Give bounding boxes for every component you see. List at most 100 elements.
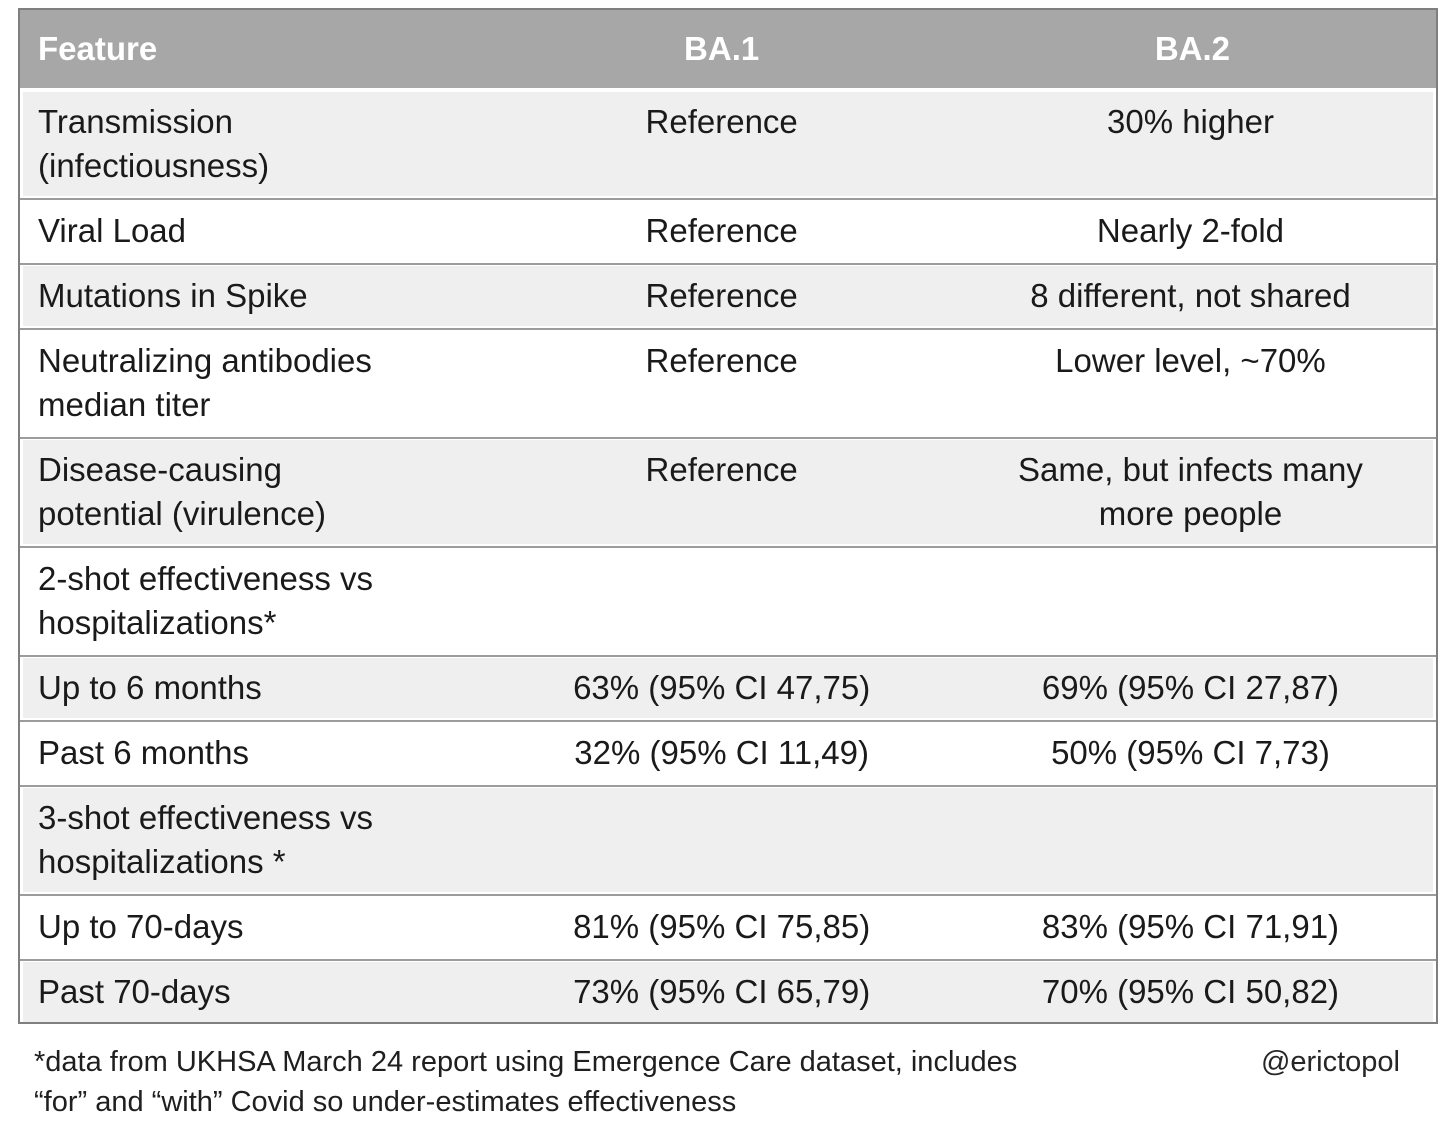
- row-divider: [20, 892, 1436, 897]
- row-divider: [20, 196, 1436, 201]
- ba2-cell: Same, but infects many more people: [948, 440, 1433, 544]
- row-divider: [20, 783, 1436, 788]
- cell-text: 81% (95% CI 75,85): [573, 908, 871, 945]
- table-row-viral-load: Viral Load Reference Nearly 2-fold: [23, 201, 1433, 261]
- cell-text: Reference: [645, 103, 798, 140]
- cell-text: Mutations in Spike: [38, 277, 308, 314]
- ba2-cell: [948, 549, 1433, 653]
- cell-text: Past 6 months: [38, 734, 249, 771]
- table-row-up-to-6-months: Up to 6 months 63% (95% CI 47,75) 69% (9…: [23, 658, 1433, 718]
- cell-text: hospitalizations *: [38, 843, 286, 880]
- ba1-cell: Reference: [495, 201, 948, 261]
- table-row-neutralizing-antibodies: Neutralizing antibodies median titer Ref…: [23, 331, 1433, 435]
- cell-text: Up to 70-days: [38, 908, 244, 945]
- ba1-cell: Reference: [495, 92, 948, 196]
- row-divider: [20, 261, 1436, 266]
- table-header-row: Feature BA.1 BA.2: [20, 10, 1436, 88]
- ba1-cell: 81% (95% CI 75,85): [495, 897, 948, 957]
- feature-cell: Transmission (infectiousness): [23, 92, 495, 196]
- ba2-cell: 50% (95% CI 7,73): [948, 723, 1433, 783]
- ba1-cell: Reference: [495, 266, 948, 326]
- row-divider: [20, 435, 1436, 440]
- cell-text: Reference: [645, 212, 798, 249]
- cell-text: 32% (95% CI 11,49): [574, 734, 869, 771]
- cell-text: (infectiousness): [38, 147, 270, 184]
- cell-text: Neutralizing antibodies: [38, 342, 372, 379]
- cell-text: 73% (95% CI 65,79): [573, 973, 871, 1010]
- feature-cell: Past 6 months: [23, 723, 495, 783]
- ba1-cell: Reference: [495, 440, 948, 544]
- table-row-mutations: Mutations in Spike Reference 8 different…: [23, 266, 1433, 326]
- row-divider: [20, 718, 1436, 723]
- ba2-cell: 69% (95% CI 27,87): [948, 658, 1433, 718]
- ba1-cell: [495, 788, 948, 892]
- ba1-cell: [495, 549, 948, 653]
- ba2-cell: 70% (95% CI 50,82): [948, 962, 1433, 1022]
- cell-text: 83% (95% CI 71,91): [1041, 908, 1340, 945]
- cell-text: more people: [1098, 495, 1283, 532]
- cell-text: 30% higher: [1106, 103, 1274, 140]
- footnote-line-1: *data from UKHSA March 24 report using E…: [34, 1046, 1018, 1078]
- table-row-up-to-70-days: Up to 70-days 81% (95% CI 75,85) 83% (95…: [23, 897, 1433, 957]
- ba2-cell: Nearly 2-fold: [948, 201, 1433, 261]
- cell-text: Reference: [645, 451, 798, 488]
- cell-text: 3-shot effectiveness vs: [38, 799, 374, 836]
- cell-text: 69% (95% CI 27,87): [1041, 669, 1340, 706]
- ba2-cell: Lower level, ~70%: [948, 331, 1433, 435]
- footnote-line-2: “for” and “with” Covid so under-estimate…: [34, 1086, 737, 1118]
- cell-text: Nearly 2-fold: [1096, 212, 1284, 249]
- cell-text: Reference: [645, 277, 798, 314]
- cell-text: 2-shot effectiveness vs: [38, 560, 374, 597]
- column-header-ba1: BA.1: [684, 30, 760, 67]
- row-divider: [20, 957, 1436, 962]
- feature-cell: Past 70-days: [23, 962, 495, 1022]
- table-row-3shot-section: 3-shot effectiveness vs hospitalizations…: [23, 788, 1433, 892]
- table-row-2shot-section: 2-shot effectiveness vs hospitalizations…: [23, 549, 1433, 653]
- cell-text: Up to 6 months: [38, 669, 262, 706]
- table-row-past-6-months: Past 6 months 32% (95% CI 11,49) 50% (95…: [23, 723, 1433, 783]
- cell-text: Transmission: [38, 103, 233, 140]
- cell-text: median titer: [38, 386, 211, 423]
- ba1-cell: Reference: [495, 331, 948, 435]
- ba2-cell: [948, 788, 1433, 892]
- ba1-cell: 63% (95% CI 47,75): [495, 658, 948, 718]
- variant-comparison-table: Feature BA.1 BA.2 Transmission (infectio…: [18, 8, 1438, 1024]
- feature-cell: 3-shot effectiveness vs hospitalizations…: [23, 788, 495, 892]
- column-header-ba2: BA.2: [1154, 30, 1231, 67]
- feature-cell: 2-shot effectiveness vs hospitalizations…: [23, 549, 495, 653]
- cell-text: Past 70-days: [38, 973, 231, 1010]
- cell-text: hospitalizations*: [38, 604, 277, 641]
- ba1-cell: 73% (95% CI 65,79): [495, 962, 948, 1022]
- table-row-transmission: Transmission (infectiousness) Reference …: [23, 92, 1433, 196]
- cell-text: Disease-causing: [38, 451, 282, 488]
- cell-text: 70% (95% CI 50,82): [1041, 973, 1340, 1010]
- feature-cell: Disease-causing potential (virulence): [23, 440, 495, 544]
- cell-text: Same, but infects many: [1018, 451, 1363, 488]
- ba2-cell: 8 different, not shared: [948, 266, 1433, 326]
- ba2-cell: 30% higher: [948, 92, 1433, 196]
- cell-text: Viral Load: [38, 212, 187, 249]
- cell-text: 8 different, not shared: [1030, 277, 1351, 314]
- row-divider: [20, 653, 1436, 658]
- ba1-cell: 32% (95% CI 11,49): [495, 723, 948, 783]
- cell-text: Reference: [645, 342, 798, 379]
- credit-handle: @erictopol: [1260, 1046, 1400, 1078]
- row-divider: [20, 326, 1436, 331]
- feature-cell: Up to 6 months: [23, 658, 495, 718]
- row-divider: [20, 544, 1436, 549]
- cell-text: 50% (95% CI 7,73): [1051, 734, 1330, 771]
- table-row-past-70-days: Past 70-days 73% (95% CI 65,79) 70% (95%…: [23, 962, 1433, 1022]
- footnote: *data from UKHSA March 24 report using E…: [34, 1042, 1017, 1122]
- feature-cell: Neutralizing antibodies median titer: [23, 331, 495, 435]
- column-header-feature: Feature: [38, 30, 158, 67]
- feature-cell: Mutations in Spike: [23, 266, 495, 326]
- feature-cell: Viral Load: [23, 201, 495, 261]
- table-row-disease-causing: Disease-causing potential (virulence) Re…: [23, 440, 1433, 544]
- header-divider: [20, 88, 1436, 92]
- cell-text: potential (virulence): [38, 495, 326, 532]
- ba2-cell: 83% (95% CI 71,91): [948, 897, 1433, 957]
- feature-cell: Up to 70-days: [23, 897, 495, 957]
- cell-text: Lower level, ~70%: [1055, 342, 1326, 379]
- cell-text: 63% (95% CI 47,75): [573, 669, 871, 706]
